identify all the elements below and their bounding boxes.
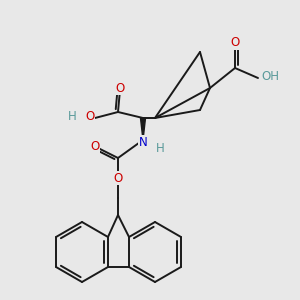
Text: N: N: [139, 136, 147, 148]
Text: H: H: [68, 110, 76, 124]
Text: O: O: [113, 172, 123, 184]
Text: O: O: [230, 37, 240, 50]
Polygon shape: [140, 118, 146, 140]
Text: OH: OH: [261, 70, 279, 83]
Text: O: O: [116, 82, 124, 94]
Text: O: O: [85, 110, 94, 124]
Text: O: O: [90, 140, 100, 154]
Text: H: H: [156, 142, 164, 154]
